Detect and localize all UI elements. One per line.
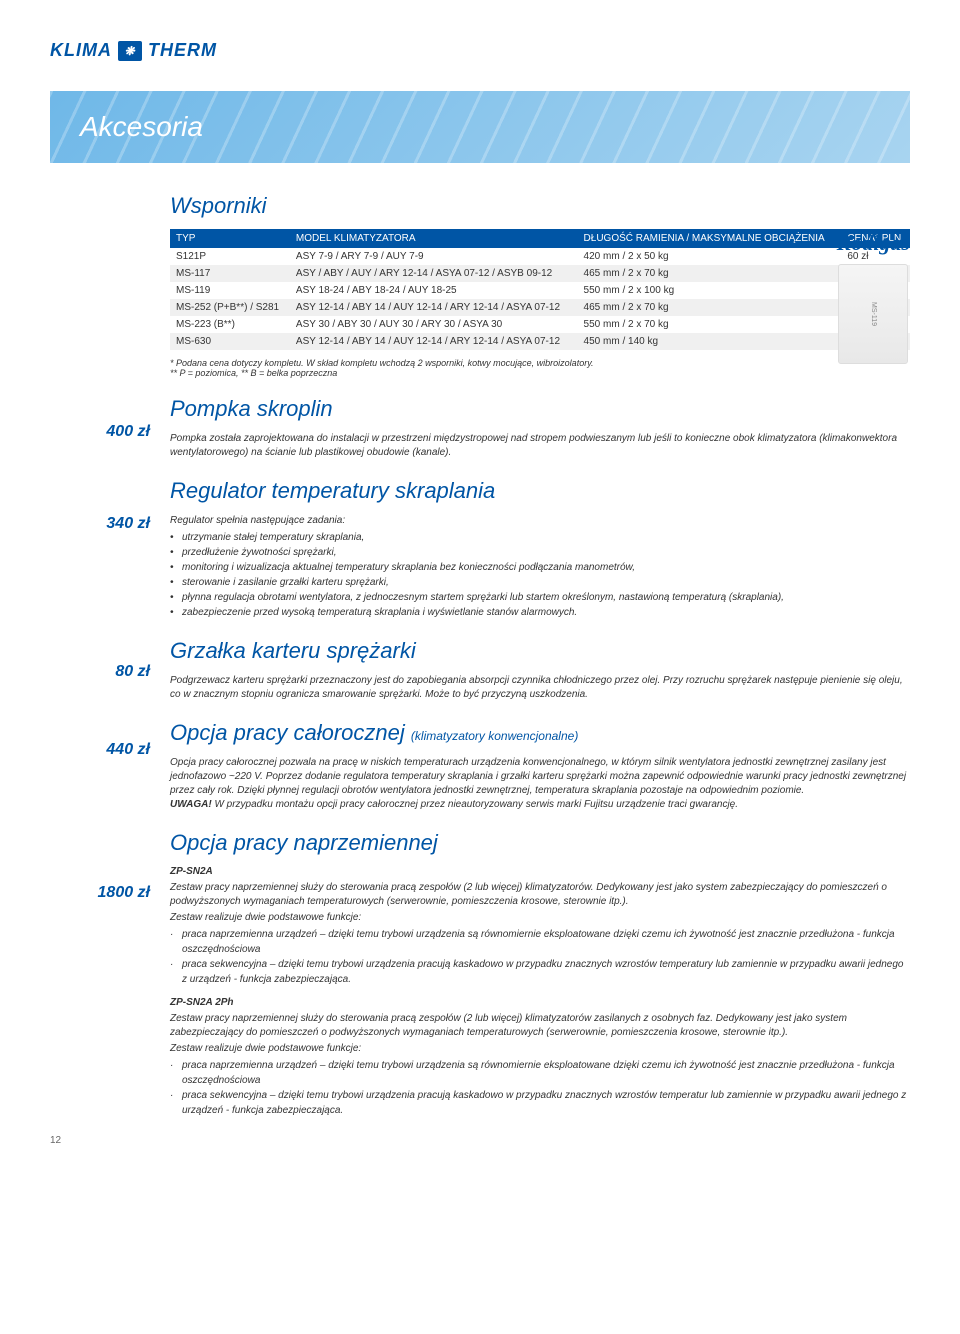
section-title-3-sub: (klimatyzatory konwencjonalne) xyxy=(411,729,578,743)
logo-icon: ❋ xyxy=(118,41,142,61)
warning-label: UWAGA! xyxy=(170,799,212,810)
table-cell: 420 mm / 2 x 50 kg xyxy=(578,248,842,265)
footnote-1: * Podana cena dotyczy kompletu. W skład … xyxy=(170,358,910,368)
table-cell: ASY 12-14 / ABY 14 / AUY 12-14 / ARY 12-… xyxy=(290,299,578,316)
table-row: MS-630ASY 12-14 / ABY 14 / AUY 12-14 / A… xyxy=(170,333,910,350)
section-regulator: Regulator temperatury skraplania Regulat… xyxy=(170,478,910,620)
bracket-image: MS-119 xyxy=(838,264,908,364)
list-item: sterowanie i zasilanie grzałki karteru s… xyxy=(182,575,910,590)
section-title-4: Opcja pracy naprzemiennej xyxy=(170,830,910,856)
th-1: MODEL KLIMATYZATORA xyxy=(290,229,578,248)
footnote: * Podana cena dotyczy kompletu. W skład … xyxy=(170,358,910,378)
page-banner: Akcesoria xyxy=(50,91,910,163)
section-pompka: Pompka skroplin Pompka została zaprojekt… xyxy=(170,396,910,460)
price-1: 340 zł xyxy=(50,515,150,533)
table-row: MS-252 (P+B**) / S281ASY 12-14 / ABY 14 … xyxy=(170,299,910,316)
table-cell: MS-252 (P+B**) / S281 xyxy=(170,299,290,316)
section-body-3: Opcja pracy całorocznej pozwala na pracę… xyxy=(170,756,910,812)
logo-part1: KLIMA xyxy=(50,40,112,61)
group-block: ZP-SN2A 2Ph Zestaw pracy naprzemiennej sł… xyxy=(170,997,910,1118)
list-item: płynna regulacja obrotami wentylatora, z… xyxy=(182,590,910,605)
brand-logo: KLIMA ❋ THERM xyxy=(50,40,910,61)
group-lead: Zestaw realizuje dwie podstawowe funkcje… xyxy=(170,1042,910,1056)
group-head: ZP-SN2A xyxy=(170,866,910,877)
table-cell: ASY 30 / ABY 30 / AUY 30 / ARY 30 / ASYA… xyxy=(290,316,578,333)
list-item: utrzymanie stałej temperatury skraplania… xyxy=(182,530,910,545)
table-row: MS-119ASY 18-24 / ABY 18-24 / AUY 18-255… xyxy=(170,282,910,299)
table-cell: ASY 18-24 / ABY 18-24 / AUY 18-25 xyxy=(290,282,578,299)
wsporniki-title: Wsporniki xyxy=(170,193,910,219)
price-3: 440 zł xyxy=(50,741,150,759)
group-bullets: praca naprzemienna urządzeń – dzięki tem… xyxy=(170,927,910,987)
table-cell: MS-117 xyxy=(170,265,290,282)
list-item: monitoring i wizualizacja aktualnej temp… xyxy=(182,560,910,575)
wsporniki-table: TYP MODEL KLIMATYZATORA DŁUGOŚĆ RAMIENIA… xyxy=(170,229,910,350)
section-body-3-text: Opcja pracy całorocznej pozwala na pracę… xyxy=(170,757,906,796)
group-block: ZP-SN2A Zestaw pracy naprzemiennej służy … xyxy=(170,866,910,987)
warning-text: W przypadku montażu opcji pracy całorocz… xyxy=(212,799,738,810)
price-0: 400 zł xyxy=(50,423,150,441)
price-column: 400 zł 340 zł 80 zł 440 zł 1800 zł xyxy=(50,193,150,1136)
rodigas-logo: Rodigas xyxy=(837,230,910,256)
section-title-2: Grzałka karteru sprężarki xyxy=(170,638,910,664)
section-body-0: Pompka została zaprojektowana do instala… xyxy=(170,432,910,460)
section-naprzemienna: Opcja pracy naprzemiennej ZP-SN2A Zestaw … xyxy=(170,830,910,1118)
group-bullets: praca naprzemienna urządzeń – dzięki tem… xyxy=(170,1058,910,1118)
section-title-1: Regulator temperatury skraplania xyxy=(170,478,910,504)
section-body-2: Podgrzewacz karteru sprężarki przeznaczo… xyxy=(170,674,910,702)
group-body: Zestaw pracy naprzemiennej służy do ster… xyxy=(170,1012,910,1040)
list-item: zabezpieczenie przed wysoką temperaturą … xyxy=(182,605,910,620)
logo-part2: THERM xyxy=(148,40,217,61)
table-cell: ASY 7-9 / ARY 7-9 / AUY 7-9 xyxy=(290,248,578,265)
list-item: przedłużenie żywotności sprężarki, xyxy=(182,545,910,560)
wsporniki-section: Wsporniki TYP MODEL KLIMATYZATORA DŁUGOŚ… xyxy=(170,193,910,378)
group-head: ZP-SN2A 2Ph xyxy=(170,997,910,1008)
table-row: S121PASY 7-9 / ARY 7-9 / AUY 7-9420 mm /… xyxy=(170,248,910,265)
bullets-1: utrzymanie stałej temperatury skraplania… xyxy=(170,530,910,620)
banner-title: Akcesoria xyxy=(80,111,880,143)
table-cell: 450 mm / 140 kg xyxy=(578,333,842,350)
table-row: MS-117ASY / ABY / AUY / ARY 12-14 / ASYA… xyxy=(170,265,910,282)
table-cell: 550 mm / 2 x 100 kg xyxy=(578,282,842,299)
footnote-2: ** P = poziomica, ** B = belka poprzeczn… xyxy=(170,368,910,378)
group-lead: Zestaw realizuje dwie podstawowe funkcje… xyxy=(170,911,910,925)
price-4: 1800 zł xyxy=(50,884,150,902)
table-cell: ASY / ABY / AUY / ARY 12-14 / ASYA 07-12… xyxy=(290,265,578,282)
table-cell: ASY 12-14 / ABY 14 / AUY 12-14 / ARY 12-… xyxy=(290,333,578,350)
rodigas-block: Rodigas MS-119 xyxy=(837,230,910,364)
table-row: MS-223 (B**)ASY 30 / ABY 30 / AUY 30 / A… xyxy=(170,316,910,333)
list-item: praca sekwencyjna – dzięki temu trybowi … xyxy=(182,1088,910,1118)
list-item: praca naprzemienna urządzeń – dzięki tem… xyxy=(182,1058,910,1088)
section-grzalka: Grzałka karteru sprężarki Podgrzewacz ka… xyxy=(170,638,910,702)
section-caloroczna: Opcja pracy całorocznej (klimatyzatory k… xyxy=(170,720,910,812)
section-title-0: Pompka skroplin xyxy=(170,396,910,422)
table-cell: 465 mm / 2 x 70 kg xyxy=(578,265,842,282)
section-title-3-main: Opcja pracy całorocznej xyxy=(170,720,405,745)
group-body: Zestaw pracy naprzemiennej służy do ster… xyxy=(170,881,910,909)
list-item: praca sekwencyjna – dzięki temu trybowi … xyxy=(182,957,910,987)
table-cell: 550 mm / 2 x 70 kg xyxy=(578,316,842,333)
table-cell: MS-223 (B**) xyxy=(170,316,290,333)
th-2: DŁUGOŚĆ RAMIENIA / MAKSYMALNE OBCIĄŻENIA xyxy=(578,229,842,248)
table-cell: MS-119 xyxy=(170,282,290,299)
section-title-3: Opcja pracy całorocznej (klimatyzatory k… xyxy=(170,720,910,746)
table-cell: MS-630 xyxy=(170,333,290,350)
table-cell: S121P xyxy=(170,248,290,265)
price-2: 80 zł xyxy=(50,663,150,681)
page-number: 12 xyxy=(50,1135,61,1146)
section-lead-1: Regulator spełnia następujące zadania: xyxy=(170,514,910,528)
list-item: praca naprzemienna urządzeń – dzięki tem… xyxy=(182,927,910,957)
th-0: TYP xyxy=(170,229,290,248)
table-cell: 465 mm / 2 x 70 kg xyxy=(578,299,842,316)
